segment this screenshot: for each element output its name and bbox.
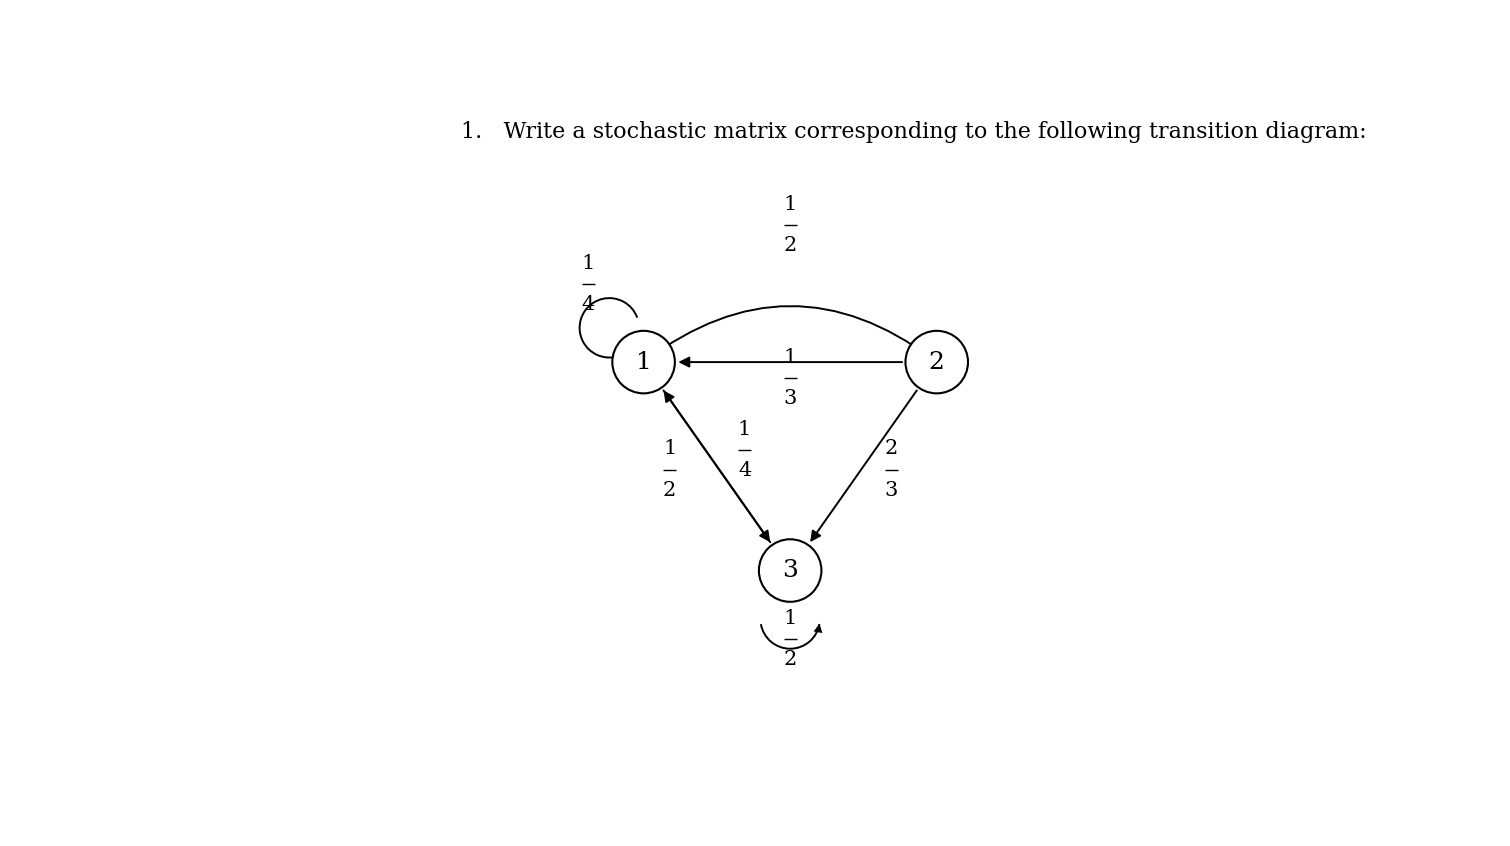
Circle shape bbox=[906, 331, 968, 393]
Text: 4: 4 bbox=[581, 295, 595, 314]
Text: 1: 1 bbox=[581, 254, 595, 273]
Text: 2: 2 bbox=[929, 350, 945, 374]
Text: 2: 2 bbox=[784, 650, 797, 669]
Text: 2: 2 bbox=[885, 440, 898, 459]
Text: 1: 1 bbox=[784, 195, 797, 214]
Circle shape bbox=[760, 539, 821, 602]
Text: 4: 4 bbox=[738, 461, 750, 480]
Text: 2: 2 bbox=[784, 236, 797, 255]
Circle shape bbox=[613, 331, 675, 393]
Text: 1: 1 bbox=[663, 440, 676, 459]
Text: 1: 1 bbox=[784, 349, 797, 367]
Text: 3: 3 bbox=[885, 481, 898, 500]
Text: 1.   Write a stochastic matrix corresponding to the following transition diagram: 1. Write a stochastic matrix correspondi… bbox=[461, 121, 1367, 143]
Text: 1: 1 bbox=[636, 350, 651, 374]
Text: 2: 2 bbox=[663, 481, 676, 500]
Text: 1: 1 bbox=[738, 420, 752, 439]
Text: 1: 1 bbox=[784, 609, 797, 628]
Text: 3: 3 bbox=[784, 389, 797, 409]
Text: 3: 3 bbox=[782, 559, 799, 582]
